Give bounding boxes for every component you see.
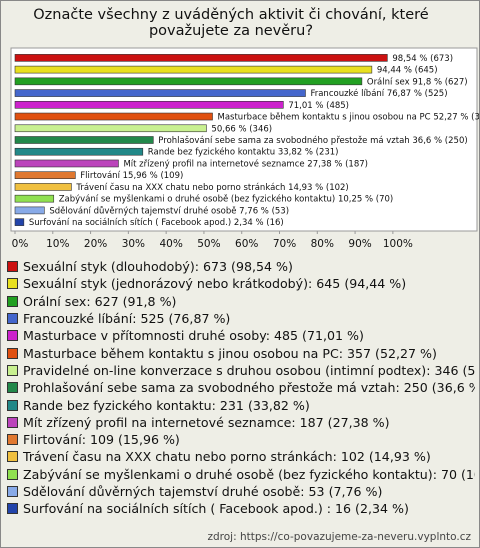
bar [14,54,388,62]
legend-swatch [7,486,18,497]
chart-title: Označte všechny z uváděných aktivit či c… [33,7,429,39]
legend-label: Mít zřízený profil na internetové seznam… [23,414,390,430]
legend-swatch [7,364,18,376]
x-tick-label: 100% [383,238,413,250]
legend-label: Masturbace během kontaktu s jinou osobou… [23,345,437,361]
legend-label: Sdělování důvěrných tajemství druhé osob… [23,484,383,499]
x-tick-label: 50% [197,238,220,250]
chart: 0% 10% 20% 30% 40% 50% 60% 70% 80% 90% 100% 98,54 %… [10,47,479,250]
legend-item: Surfování na sociálních sítích ( Faceboo… [7,500,475,517]
bar [14,218,25,226]
legend-label: Sexuální styk (dlouhodobý): 673 (98,54 %… [23,259,293,275]
bar [14,101,284,109]
legend-swatch [7,451,18,463]
x-tick-label: 70% [273,238,296,250]
value-label: Sdělování důvěrných tajemství druhé osob… [49,205,289,216]
x-tick-label: 60% [235,238,258,250]
legend-swatch [7,399,18,411]
legend-item: Prohlašování sebe sama za svobodného pře… [7,379,475,396]
legend-swatch [7,416,18,428]
x-tick-label: 20% [84,238,107,250]
value-label: Trávení času na XXX chatu nebo porno str… [75,182,348,193]
value-label: Surfování na sociálních sítích ( Faceboo… [29,218,284,228]
value-label: 94,44 % (645) [377,66,438,76]
bar [14,65,373,74]
legend-label: Francouzké líbání: 525 (76,87 %) [23,311,231,327]
value-label: Masturbace během kontaktu s jinou osobou… [218,113,479,123]
legend-item: Francouzké líbání: 525 (76,87 %) [7,310,475,327]
legend-item: Flirtování: 109 (15,96 %) [7,431,475,448]
value-label: Prohlašování sebe sama za svobodného pře… [158,135,467,146]
legend-item: Sexuální styk (dlouhodobý): 673 (98,54 %… [7,258,475,275]
bar [14,89,306,97]
legend-item: Rande bez fyzického kontaktu: 231 (33,82… [7,396,475,413]
legend-swatch [7,261,18,273]
x-tick-label: 40% [159,238,182,250]
legend-label: Prohlašování sebe sama za svobodného pře… [23,380,475,396]
legend-swatch [7,434,18,446]
legend-item: Masturbace v přítomnosti druhé osoby: 48… [7,327,475,344]
legend-label: Rande bez fyzického kontaktu: 231 (33,82… [23,397,310,413]
value-label: 71,01 % (485) [288,101,349,111]
legend-swatch [7,278,18,290]
bar [14,159,119,168]
bar [14,136,154,144]
bar [14,124,207,133]
legend-swatch [7,347,18,359]
bar [14,147,144,156]
legend-swatch [7,468,18,480]
legend-label: Pravidelné on-line konverzace s druhou o… [23,362,475,378]
bar [14,183,72,191]
value-label: Francouzké líbání 76,87 % (525) [310,88,447,99]
bar [14,77,363,86]
legend-item: Mít zřízený profil na internetové seznam… [7,414,475,431]
legend-label: Zabývání se myšlenkami o druhé osobě (be… [23,466,475,482]
legend-label: Flirtování: 109 (15,96 %) [23,432,180,448]
legend-item: Pravidelné on-line konverzace s druhou o… [7,362,475,379]
value-label: 50,66 % (346) [211,124,272,134]
legend-item: Orální sex: 627 (91,8 %) [7,293,475,310]
legend-item: Sdělování důvěrných tajemství druhé osob… [7,483,475,500]
value-label: 98,54 % (673) [392,54,453,64]
legend-swatch [7,503,18,515]
value-label: Orální sex 91,8 % (627) [367,77,468,87]
value-label: Rande bez fyzického kontaktu 33,82 % (23… [148,147,339,158]
legend-item: Zabývání se myšlenkami o druhé osobě (be… [7,466,475,483]
bar [14,171,76,179]
legend-swatch [7,382,18,394]
value-label: Zabývání se myšlenkami o druhé osobě (be… [59,194,394,205]
legend-swatch [7,313,18,325]
legend-item: Trávení času na XXX chatu nebo porno str… [7,448,475,465]
bar [14,194,55,203]
value-label: Mít zřízený profil na internetové seznam… [123,158,368,169]
x-tick-label: 10% [46,238,69,250]
legend-label: Sexuální styk (jednorázový nebo krátkodo… [23,276,407,292]
legend-swatch [7,330,18,342]
x-tick-label: 0% [12,238,29,250]
legend-item: Sexuální styk (jednorázový nebo krátkodo… [7,275,475,292]
source: zdroj: https://co-povazujeme-za-neveru.v… [207,531,471,543]
legend-item: Masturbace během kontaktu s jinou osobou… [7,344,475,361]
x-tick-label: 30% [122,238,145,250]
value-label: Flirtování 15,96 % (109) [80,171,183,181]
legend-label: Trávení času na XXX chatu nebo porno str… [23,449,431,465]
x-tick-label: 80% [311,238,334,250]
legend-label: Orální sex: 627 (91,8 %) [23,293,177,309]
legend: Sexuální styk (dlouhodobý): 673 (98,54 %… [7,258,475,517]
legend-label: Masturbace v přítomnosti druhé osoby: 48… [23,328,364,344]
bar [14,206,45,215]
legend-swatch [7,295,18,307]
bar [14,112,213,121]
legend-label: Surfování na sociálních sítích ( Faceboo… [23,501,409,517]
x-tick-label: 90% [348,238,371,250]
